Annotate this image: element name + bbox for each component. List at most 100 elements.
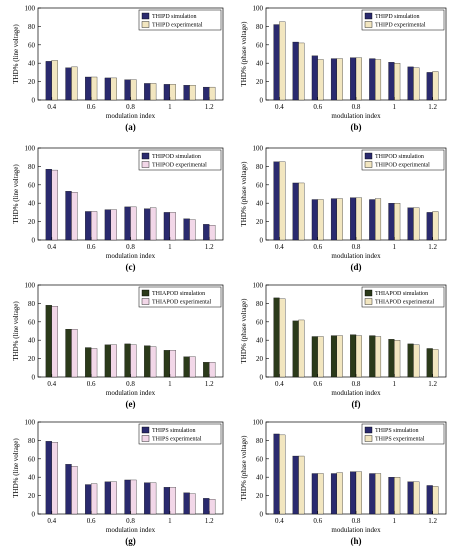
bar-simulation [124,206,131,241]
y-tick-label: 40 [256,474,264,482]
bar-experimental [355,57,362,101]
legend-swatch [364,426,373,434]
bar-simulation [407,343,414,378]
legend-swatch [364,435,373,442]
x-tick-label: 0.8 [352,380,361,388]
bar-simulation [65,67,72,101]
x-axis-label: modulation index [106,526,156,534]
bar-experimental [189,356,196,378]
y-axis-label: THD% (line voltage) [12,24,20,84]
bar-experimental [374,198,382,241]
y-tick-label: 100 [253,282,264,290]
y-tick-label: 80 [256,437,264,445]
legend-box [361,286,445,308]
bar-simulation [388,62,395,101]
bar-experimental [150,482,157,515]
bar-simulation [330,335,338,378]
panel-label: (f) [352,399,361,409]
bar-simulation [104,209,111,241]
x-tick-label: 1 [168,243,172,251]
bar-simulation [65,329,72,378]
bar-experimental [150,83,157,101]
bar-experimental [317,59,324,101]
x-tick-label: 0.6 [87,380,96,388]
bar-experimental [355,335,362,378]
bar-experimental [189,85,196,101]
y-tick-label: 0 [260,97,264,105]
bar-experimental [130,344,137,378]
bar-experimental [298,319,305,378]
bar-experimental [110,77,117,101]
bar-experimental [394,340,401,378]
bar-simulation [163,212,171,241]
bar-experimental [298,455,305,515]
bar-experimental [51,306,58,378]
legend-box [138,9,222,31]
x-tick-label: 0.6 [313,380,322,388]
bar-experimental [71,66,78,101]
legend-entry: THIPS experimental [152,437,202,443]
bar-simulation [407,66,414,101]
legend-entry: THIPD experimental [152,23,203,29]
bar-simulation [311,199,318,241]
bar-simulation [85,76,92,101]
x-tick-label: 0.8 [126,103,135,111]
x-tick-label: 0.4 [275,517,284,525]
bar-simulation [144,208,151,241]
bar-simulation [330,198,338,241]
bar-experimental [71,192,78,241]
panel-label: (b) [351,122,362,132]
bar-experimental [51,60,58,101]
bar-simulation [85,484,92,515]
legend-entry: THIPOD simulation [152,154,201,160]
bar-simulation [388,339,395,378]
bar-experimental [317,336,324,378]
x-tick-label: 0.4 [275,243,284,251]
bar-simulation [426,72,433,101]
bar-simulation [203,498,210,515]
x-tick-label: 0.6 [313,103,322,111]
bar-simulation [144,83,151,101]
bar-simulation [273,161,280,241]
bar-simulation [369,199,376,241]
bar-simulation [407,481,414,515]
bar-experimental [209,225,216,241]
bar-simulation [330,473,338,515]
bar-simulation [65,464,72,515]
legend-swatch [141,426,150,434]
y-tick-label: 0 [260,511,264,519]
bar-experimental [169,212,176,241]
legend-swatch [364,161,373,168]
y-tick-label: 100 [253,419,264,427]
y-tick-label: 60 [256,181,264,189]
y-tick-label: 0 [260,374,264,382]
bar-experimental [298,42,305,101]
y-tick-label: 40 [28,337,36,345]
legend-entry: THIPD simulation [375,14,420,20]
legend-entry: THIPOD simulation [375,154,424,160]
legend-swatch [141,152,150,160]
bar-experimental [90,76,98,101]
bar-experimental [394,477,401,515]
x-tick-label: 1.2 [428,517,437,525]
x-tick-label: 1.2 [428,103,437,111]
bar-simulation [124,79,131,101]
bar-experimental [209,499,216,515]
y-tick-label: 80 [256,300,264,308]
bar-simulation [426,212,433,241]
y-tick-label: 20 [256,78,264,86]
legend-box [361,149,445,171]
bar-simulation [203,86,210,101]
x-tick-label: 1 [393,103,397,111]
bar-experimental [298,182,305,241]
x-axis-label: modulation index [331,526,381,534]
x-tick-label: 0.8 [126,517,135,525]
x-tick-label: 0.8 [352,243,361,251]
y-tick-label: 40 [28,60,36,68]
legend-swatch [141,298,150,305]
bar-simulation [65,191,72,241]
y-tick-label: 80 [256,163,264,171]
y-axis-label: THD% (phase voltage) [240,21,248,87]
bar-experimental [110,481,117,515]
bar-simulation [292,455,299,515]
